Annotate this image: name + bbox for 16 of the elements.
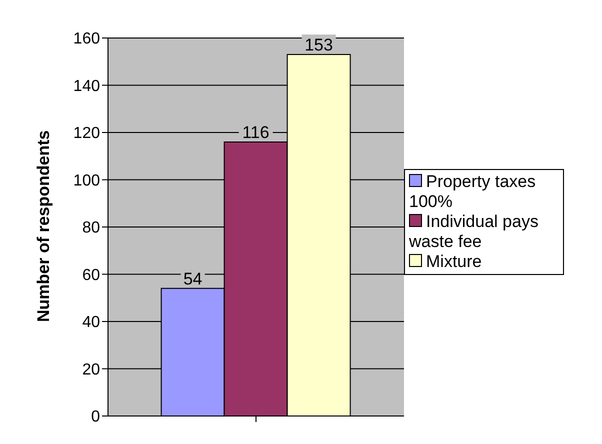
y-tick-label: 160	[73, 30, 100, 48]
y-tick-label: 40	[82, 314, 100, 332]
y-tick-label: 0	[91, 408, 100, 426]
y-tick-label: 120	[73, 125, 100, 142]
legend-label: Individual pays waste fee	[409, 212, 540, 252]
y-axis-title: Number of respondents	[34, 130, 54, 322]
y-tick-label: 140	[73, 78, 100, 95]
y-tick-label: 100	[73, 172, 100, 190]
data-label: 54	[183, 269, 202, 288]
y-tick-label: 60	[82, 266, 100, 284]
y-tick-label: 80	[82, 220, 100, 237]
data-label: 116	[242, 122, 270, 142]
data-label: 153	[304, 36, 333, 55]
legend-label: Mixture	[425, 252, 483, 272]
legend-label: Property taxes 100%	[409, 172, 537, 212]
y-tick-label: 20	[82, 361, 100, 378]
